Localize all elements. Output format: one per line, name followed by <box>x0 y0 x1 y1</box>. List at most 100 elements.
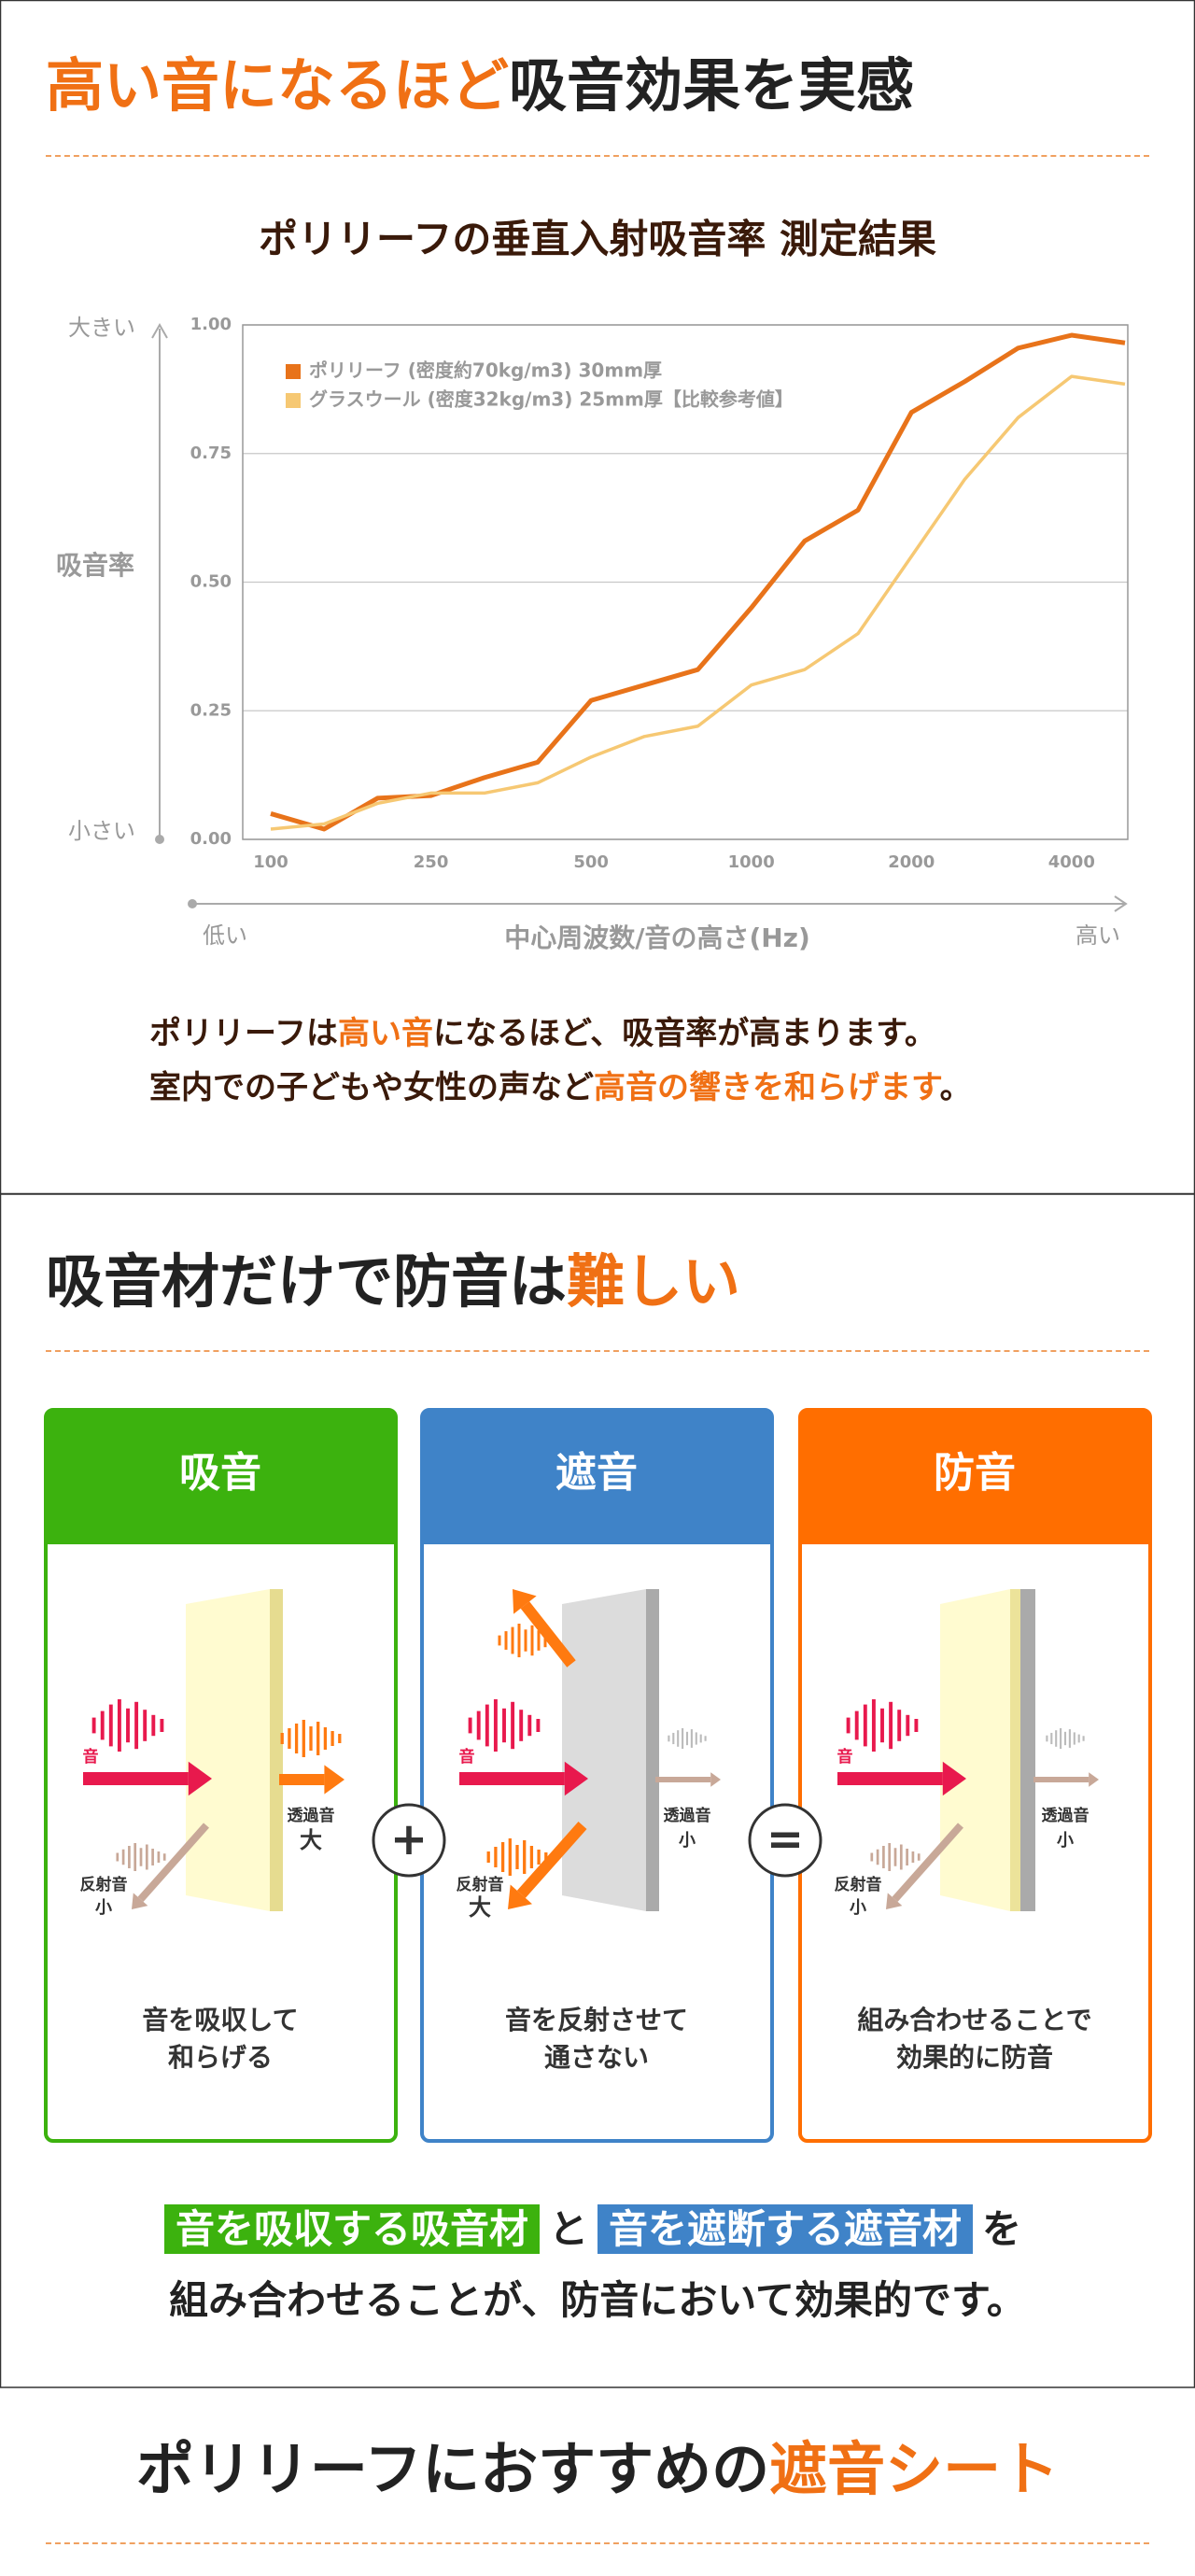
wave-icon <box>1082 1736 1085 1741</box>
wave-icon <box>911 1851 915 1863</box>
text-part: 音を吸収する吸音材 <box>163 2204 540 2254</box>
wave-icon <box>294 1724 299 1753</box>
arrow <box>516 1822 587 1898</box>
wave-icon <box>695 1732 697 1745</box>
text-part: 難しい <box>567 1247 741 1316</box>
wave-icon <box>685 1731 689 1746</box>
text-part: と <box>548 2206 588 2252</box>
arrow-head <box>188 1761 212 1796</box>
section-title: ポリリーフにおすすめの遮音シート <box>0 2430 1195 2509</box>
wave-icon <box>338 1734 342 1743</box>
axis-end-label: 高い <box>1076 922 1120 949</box>
panel <box>186 1589 270 1911</box>
wave-icon <box>870 1852 874 1862</box>
wave-icon <box>682 1728 684 1749</box>
arrow-head <box>508 1884 533 1909</box>
legend-label: グラスウール (密度32kg/m3) 25mm厚【比較参考値】 <box>309 388 794 411</box>
wave-icon <box>309 1726 313 1751</box>
panel <box>562 1589 646 1911</box>
text-part: ポリリーフは <box>149 1015 338 1052</box>
axis-end-label: 低い <box>203 922 247 949</box>
arrow-head <box>513 1589 537 1614</box>
wave-icon <box>699 1734 702 1743</box>
card-caption: 組み合わせることで <box>857 2005 1091 2035</box>
text-part: 高音の響きを和らげます <box>594 1069 940 1106</box>
wave-icon <box>672 1732 675 1745</box>
diagram-label: 反射音 <box>457 1875 504 1894</box>
text-part: 室内での子どもや女性の声など <box>149 1069 594 1106</box>
x-tick-label: 2000 <box>888 852 935 872</box>
y-tick-label: 0.25 <box>190 700 232 720</box>
wave-icon <box>126 1708 130 1743</box>
axis-dot <box>155 835 164 844</box>
text-line: 音を吸収する吸音材と音を遮断する遮音材を <box>0 2194 1195 2265</box>
wave-icon <box>128 1846 131 1868</box>
wave-icon <box>151 1849 154 1865</box>
diagram-label: 音 <box>837 1747 853 1767</box>
wave-icon <box>1046 1735 1048 1742</box>
wave-icon <box>468 1717 472 1734</box>
text-part: 遮音シート <box>769 2435 1060 2503</box>
wave-icon <box>108 1704 113 1747</box>
text-part: 音を遮断する遮音材 <box>598 2204 974 2254</box>
text-part: 高い音 <box>337 1015 433 1052</box>
arrow <box>892 1823 963 1902</box>
panel-edge <box>1020 1589 1035 1911</box>
wave-icon <box>527 1714 532 1737</box>
x-tick-label: 1000 <box>728 852 775 872</box>
text-part: になるほど、吸音率が高まります。 <box>432 1015 936 1052</box>
card-header <box>46 1410 396 1544</box>
wave-icon <box>876 1849 879 1865</box>
card-caption: 効果的に防音 <box>896 2042 1053 2073</box>
panel-edge <box>1010 1589 1020 1911</box>
wave-icon <box>906 1714 910 1737</box>
wave-icon <box>524 1629 527 1652</box>
wave-icon <box>316 1722 320 1755</box>
arrow-head <box>886 1893 903 1909</box>
wave-icon <box>160 1719 164 1732</box>
wave-icon <box>494 1847 498 1867</box>
x-tick-label: 250 <box>414 852 449 872</box>
y-tick-label: 0.50 <box>190 572 232 592</box>
wave-icon <box>143 1710 148 1741</box>
wave-icon <box>897 1710 902 1741</box>
wave-icon <box>121 1849 125 1865</box>
wave-icon <box>854 1710 859 1740</box>
diagram-label: 反射音 <box>835 1875 882 1894</box>
wave-icon <box>502 1708 506 1743</box>
wave-icon <box>151 1714 156 1737</box>
wave-icon <box>1068 1729 1071 1748</box>
text-line: 組み合わせることが、防音において効果的です。 <box>0 2265 1195 2336</box>
card-header <box>800 1410 1150 1544</box>
text-part: を <box>982 2206 1022 2252</box>
wave-icon <box>145 1844 148 1870</box>
wave-icon <box>1077 1734 1080 1743</box>
arrow-head <box>942 1761 966 1796</box>
x-tick-label: 4000 <box>1048 852 1095 872</box>
wave-icon <box>511 1701 515 1750</box>
text-line: ポリリーフは高い音になるほど、吸音率が高まります。 <box>149 1006 972 1061</box>
wave-icon <box>1055 1730 1058 1747</box>
diagram-label: 小 <box>850 1898 866 1918</box>
wave-icon <box>498 1635 501 1646</box>
axis-end-label: 小さい <box>68 818 135 844</box>
wave-icon <box>677 1730 680 1747</box>
card-title: 防音 <box>934 1449 1016 1497</box>
wave-icon <box>846 1717 851 1734</box>
card-caption: 通さない <box>544 2042 649 2073</box>
y-tick-label: 1.00 <box>190 315 232 334</box>
wave-icon <box>530 1625 534 1656</box>
wave-icon <box>880 1708 884 1743</box>
wave-icon <box>917 1853 921 1861</box>
wave-icon <box>1063 1731 1067 1746</box>
wave-icon <box>529 1846 534 1868</box>
wave-icon <box>871 1699 876 1752</box>
text-part: 。 <box>939 1069 972 1106</box>
text-part: ポリリーフにおすすめの <box>135 2435 770 2503</box>
wave-icon <box>508 1838 512 1876</box>
wave-icon <box>536 1719 541 1732</box>
arrow-head <box>324 1765 344 1795</box>
wave-icon <box>899 1844 903 1870</box>
text-part: 組み合わせることが、防音において効果的です。 <box>169 2277 1026 2323</box>
